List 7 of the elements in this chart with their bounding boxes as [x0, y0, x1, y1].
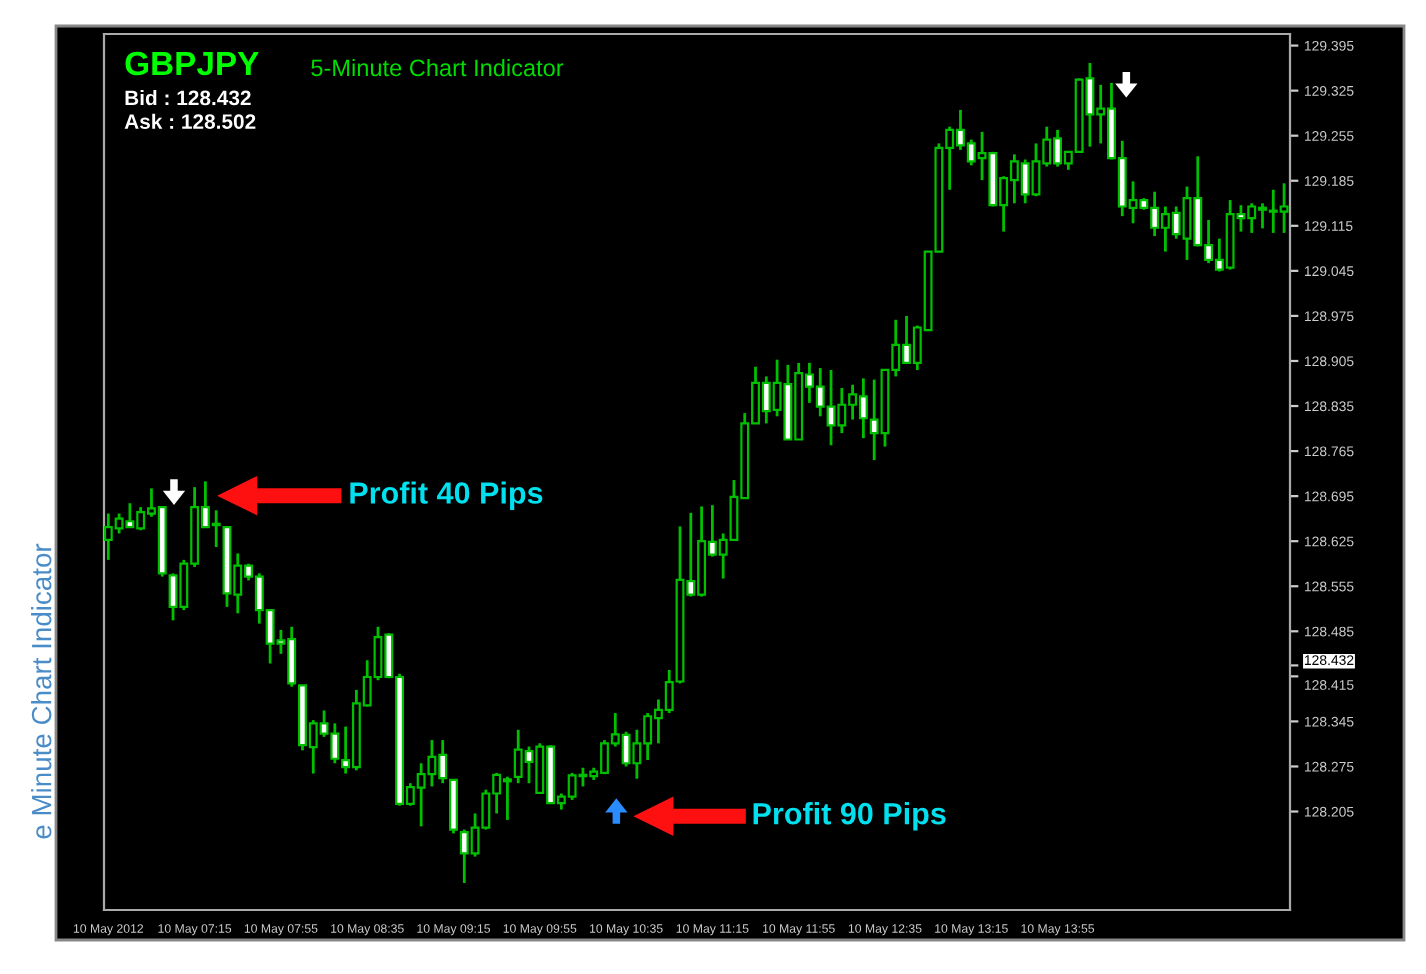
text: 5-Minute Chart Indicator [311, 58, 564, 77]
annotation: Profit 40 Pips [350, 481, 543, 510]
annotation: Bid : 128.432 [125, 89, 251, 106]
annotation: Profit 90 Pips [753, 802, 946, 831]
chart-title: GBPJPY [125, 51, 259, 76]
annotation: Ask : 128.502 [124, 113, 256, 129]
text: e Minute Chart Indicator [31, 543, 52, 839]
